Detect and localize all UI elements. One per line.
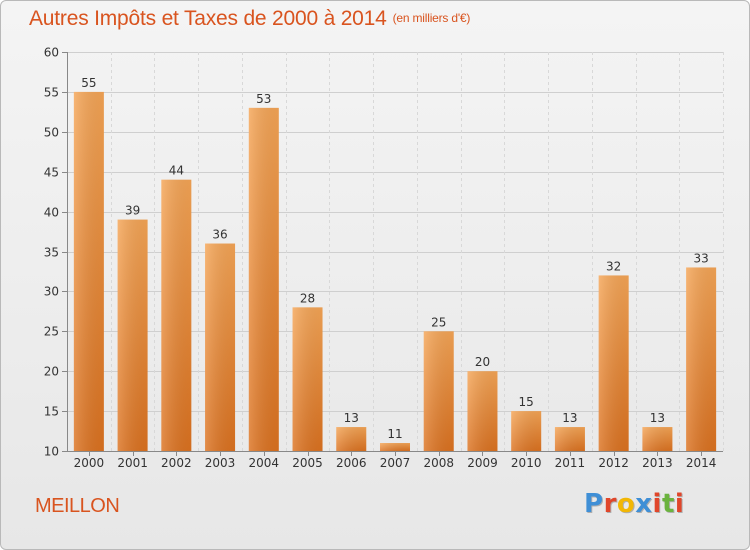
value-label: 32 [606, 259, 621, 273]
bar-shade [554, 427, 585, 451]
x-tick-label: 2004 [249, 456, 280, 470]
x-tick-label: 2006 [336, 456, 367, 470]
title-text: Autres Impôts et Taxes de 2000 à 2014 [29, 7, 387, 30]
logo-letter: P [584, 489, 604, 519]
x-tick-label: 2009 [467, 456, 498, 470]
value-label: 13 [650, 411, 665, 425]
value-label: 15 [519, 395, 534, 409]
x-tick-label: 2014 [686, 456, 717, 470]
logo-letter: i [674, 489, 685, 519]
x-tick-label: 2005 [292, 456, 323, 470]
x-tick-label: 2000 [74, 456, 105, 470]
value-label: 13 [562, 411, 577, 425]
bar-shade [73, 91, 104, 452]
bar-shade [598, 275, 629, 451]
y-tick-label: 30 [44, 285, 59, 299]
y-tick-label: 25 [44, 325, 59, 339]
y-tick-label: 15 [44, 405, 59, 419]
bar-shade [161, 179, 192, 451]
labels: 10 15 20 25 30 35 40 45 50 55 60 55 2000 39 2001 44 2002… [44, 46, 717, 471]
x-tick-label: 2001 [117, 456, 148, 470]
bar-shade [117, 219, 148, 451]
y-tick-label: 45 [44, 166, 59, 180]
value-label: 53 [256, 92, 271, 106]
value-label: 39 [125, 204, 140, 218]
bar-shade [467, 371, 498, 451]
bar-shade [686, 267, 717, 451]
bar-shade [292, 307, 323, 451]
x-tick-label: 2008 [423, 456, 454, 470]
commune-name: MEILLON [35, 495, 120, 517]
logo-letter: i [652, 489, 662, 519]
proxiti-logo: Proxiti [584, 489, 684, 519]
value-label: 11 [387, 427, 402, 441]
x-tick-label: 2003 [205, 456, 236, 470]
logo-letter: x [635, 489, 653, 519]
bar-shade [248, 107, 279, 452]
y-tick-label: 10 [44, 445, 59, 459]
bar-shade [336, 427, 367, 451]
bar-shade [380, 443, 410, 451]
y-tick-label: 55 [44, 86, 59, 100]
x-tick-label: 2010 [511, 456, 542, 470]
chart-subtitle: (en milliers d'€) [392, 11, 471, 25]
bar-shade [423, 331, 454, 451]
y-tick-label: 60 [44, 46, 59, 60]
y-tick-label: 20 [44, 365, 59, 379]
chart-title: Autres Impôts et Taxes de 2000 à 2014 (en… [29, 7, 470, 31]
bar-shade [511, 411, 542, 451]
bars [73, 91, 717, 452]
x-tick-label: 2011 [555, 456, 586, 470]
value-label: 55 [81, 76, 96, 90]
bar-shade [205, 243, 236, 451]
y-tick-label: 35 [44, 246, 59, 260]
y-tick-label: 50 [44, 126, 59, 140]
value-label: 33 [693, 251, 708, 265]
value-label: 20 [475, 355, 490, 369]
x-tick-label: 2012 [598, 456, 629, 470]
bar-shade [642, 427, 673, 451]
logo-letter: o [616, 489, 636, 519]
value-label: 13 [344, 411, 359, 425]
logo-letter: r [603, 489, 617, 519]
x-tick-label: 2007 [380, 456, 411, 470]
x-tick-label: 2002 [161, 456, 192, 470]
logo-letter: t [661, 489, 675, 519]
value-label: 44 [169, 164, 184, 178]
axes [62, 52, 723, 456]
value-label: 28 [300, 291, 315, 305]
value-label: 25 [431, 315, 446, 329]
value-label: 36 [212, 228, 227, 242]
x-tick-label: 2013 [642, 456, 673, 470]
y-tick-label: 40 [44, 206, 59, 220]
